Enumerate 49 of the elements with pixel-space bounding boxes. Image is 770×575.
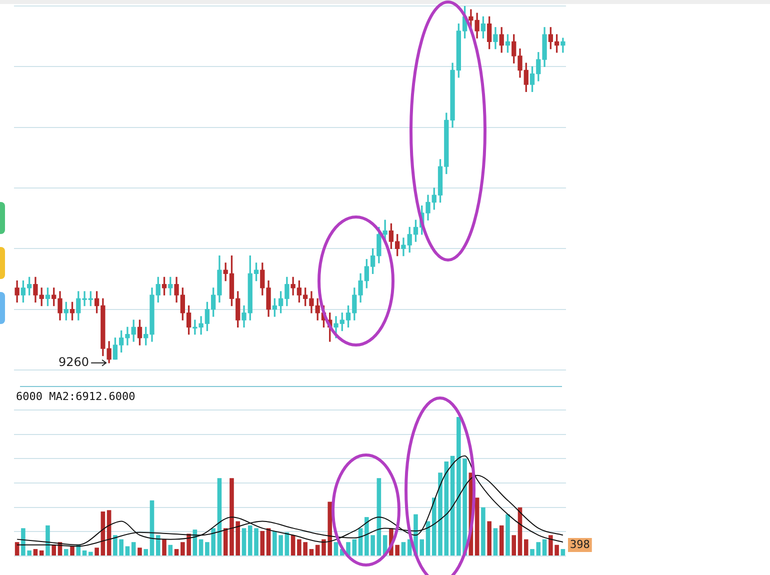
bar: [499, 525, 504, 556]
bar: [88, 552, 93, 556]
bar: [144, 549, 148, 556]
bar: [162, 539, 166, 556]
bar: [46, 525, 50, 556]
bar: [64, 549, 68, 556]
bar: [487, 521, 492, 556]
bar: [512, 535, 516, 556]
bar: [493, 528, 498, 556]
bar: [334, 542, 338, 556]
bar: [530, 549, 534, 556]
bar: [52, 544, 56, 556]
bar: [82, 550, 87, 556]
bar: [125, 546, 130, 556]
bar: [138, 548, 142, 556]
bar: [260, 530, 265, 556]
text: 398: [570, 538, 590, 551]
bar: [542, 539, 547, 556]
bar: [426, 521, 430, 556]
bar: [401, 542, 406, 556]
bar: [266, 528, 271, 556]
bar: [352, 539, 357, 556]
bar: [560, 549, 566, 556]
bar: [444, 461, 449, 556]
bar: [506, 514, 510, 556]
bar: [376, 478, 382, 556]
bar: [223, 528, 228, 556]
bar: [33, 549, 38, 556]
bar: [474, 498, 480, 556]
bar: [94, 548, 99, 556]
bar: [70, 546, 74, 556]
bar: [309, 549, 314, 556]
bar: [131, 542, 136, 556]
bar: [39, 550, 44, 556]
bar: [290, 535, 296, 556]
bar: [524, 539, 528, 556]
bar: [174, 549, 179, 556]
bar: [156, 535, 160, 556]
text: 6000 MA2:6912.6000: [16, 390, 136, 403]
annotation: 9260: [58, 354, 90, 369]
bar: [198, 539, 204, 556]
bar: [450, 456, 455, 556]
bar: [481, 507, 486, 556]
bar: [536, 542, 541, 556]
bar: [168, 544, 173, 556]
bar: [242, 528, 246, 556]
bar: [315, 544, 320, 556]
bar: [14, 542, 20, 556]
bar: [217, 478, 222, 556]
